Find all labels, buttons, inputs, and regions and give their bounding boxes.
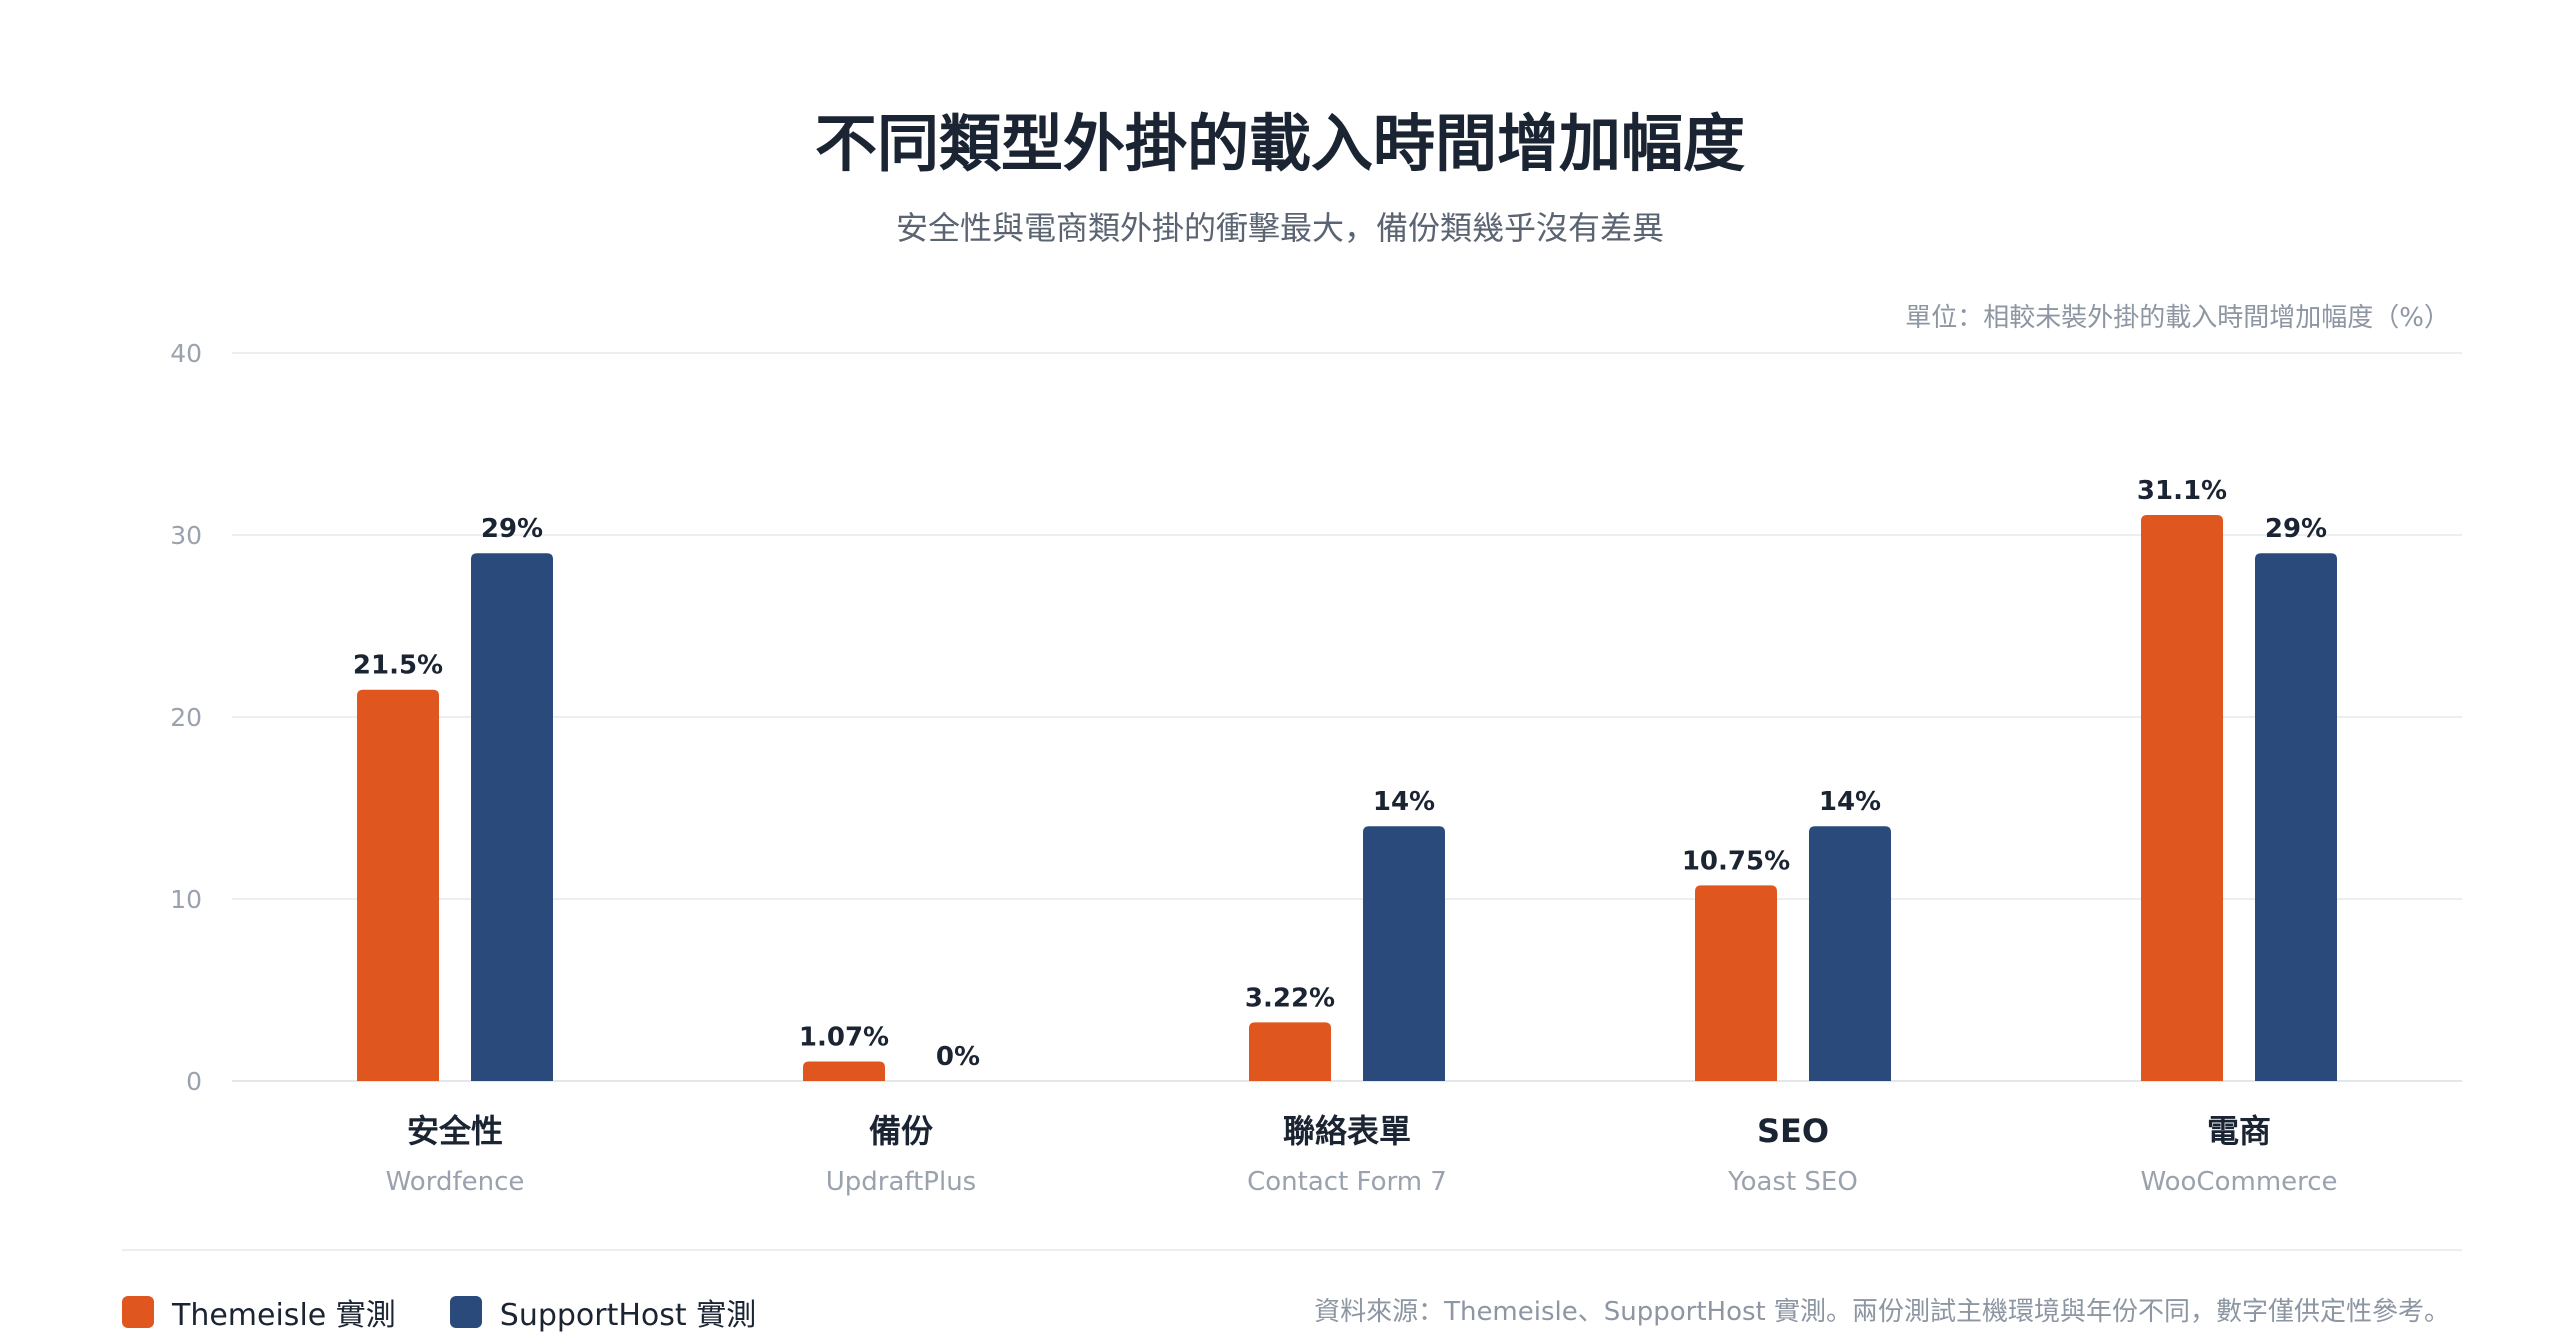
bar <box>1695 885 1777 1081</box>
x-category-label: 聯絡表單 <box>1283 1112 1411 1150</box>
legend-swatch-supporthost <box>449 1296 482 1328</box>
footer-divider <box>122 1249 2462 1251</box>
data-label: 1.07% <box>799 1023 889 1053</box>
legend-item-themeisle: Themeisle 實測 <box>122 1290 396 1334</box>
bar <box>803 1061 885 1081</box>
y-tick-label: 40 <box>170 339 202 368</box>
legend: Themeisle 實測 SupportHost 實測 <box>122 1290 810 1334</box>
bar <box>2141 514 2223 1081</box>
x-subcategory-label: Wordfence <box>386 1167 525 1197</box>
legend-swatch-themeisle <box>122 1296 154 1328</box>
data-label: 14% <box>1819 787 1881 817</box>
data-label: 3.22% <box>1245 983 1335 1013</box>
data-label: 0% <box>936 1042 980 1072</box>
bar <box>357 689 439 1081</box>
data-label: 31.1% <box>2137 476 2227 506</box>
data-label: 29% <box>481 514 543 544</box>
legend-label-supporthost: SupportHost 實測 <box>499 1298 757 1333</box>
data-label: 14% <box>1373 787 1435 817</box>
legend-label-themeisle: Themeisle 實測 <box>172 1298 396 1333</box>
x-category-label: 電商 <box>2207 1112 2271 1150</box>
unit-note: 單位：相較未裝外掛的載入時間增加幅度（%） <box>1905 303 2450 333</box>
source-note: 資料來源：Themeisle、SupportHost 實測。兩份測試主機環境與年… <box>1314 1297 2450 1327</box>
y-tick-label: 0 <box>186 1067 202 1096</box>
y-tick-label: 10 <box>170 885 202 914</box>
x-category-label: SEO <box>1757 1112 1829 1150</box>
y-tick-label: 20 <box>170 703 202 732</box>
bar-chart: 0 10 20 30 40 21.5% 29% 安全性 Wordfence 1.07% 0% 備份 Up… <box>170 339 2462 1197</box>
data-label: 10.75% <box>1682 846 1790 876</box>
bar <box>1249 1022 1331 1081</box>
x-category-label: 安全性 <box>407 1112 503 1150</box>
legend-item-supporthost: SupportHost 實測 <box>449 1290 757 1334</box>
chart-title: 不同類型外掛的載入時間增加幅度 <box>814 107 1745 180</box>
x-subcategory-label: WooCommerce <box>2140 1167 2337 1197</box>
x-subcategory-label: UpdraftPlus <box>826 1167 976 1197</box>
x-subcategory-label: Contact Form 7 <box>1247 1167 1447 1197</box>
data-label: 21.5% <box>353 651 443 681</box>
bar <box>471 553 553 1081</box>
data-label: 29% <box>2265 514 2327 544</box>
chart-subtitle: 安全性與電商類外掛的衝擊最大，備份類幾乎沒有差異 <box>895 209 1664 247</box>
bar <box>1363 826 1445 1081</box>
bar <box>1809 826 1891 1081</box>
y-tick-label: 30 <box>170 521 202 550</box>
bar <box>2255 553 2337 1081</box>
x-category-label: 備份 <box>869 1112 933 1150</box>
x-subcategory-label: Yoast SEO <box>1727 1167 1858 1197</box>
